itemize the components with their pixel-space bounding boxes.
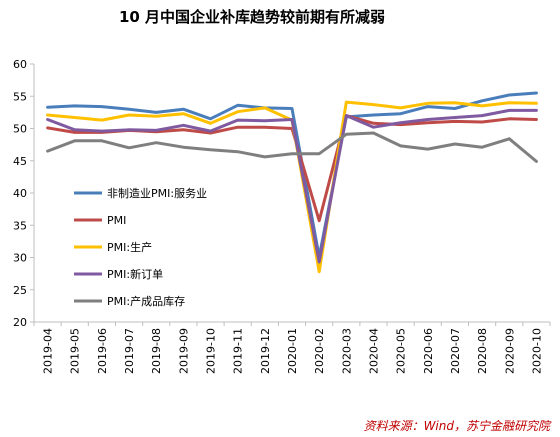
legend-label-2: PMI:生产 [107, 240, 152, 254]
x-tick-label: 2019-04 [42, 328, 55, 374]
x-tick-label: 2020-02 [313, 328, 326, 374]
series-line-3 [46, 108, 538, 264]
legend: 非制造业PMI:服务业 PMI PMI:生产 PMI:新订单 PMI:产成品库存 [74, 186, 207, 308]
series-line-4 [46, 131, 538, 163]
x-tick-label: 2020-09 [503, 328, 516, 374]
x-tick-label: 2020-01 [286, 328, 299, 374]
y-tick-label: 60 [13, 58, 27, 71]
y-tick-label: 20 [13, 316, 27, 329]
source-note: 资料来源：Wind，苏宁金融研究院 [364, 419, 552, 433]
x-tick-label: 2020-05 [395, 328, 408, 374]
y-tick-label: 35 [13, 219, 27, 232]
x-tick-label: 2019-12 [259, 328, 272, 374]
chart-title: 10 月中国企业补库趋势较前期有所减弱 [119, 8, 385, 26]
x-tick-label: 2020-07 [449, 328, 462, 374]
x-tick-label: 2019-05 [69, 328, 82, 374]
x-tick-label: 2019-09 [177, 328, 190, 374]
legend-label-0: 非制造业PMI:服务业 [107, 186, 207, 200]
y-tick-label: 45 [13, 155, 27, 168]
axes: 20 25 30 35 40 45 50 55 60 2019-04 2019-05 2019-06 2… [13, 58, 551, 374]
y-tick-label: 50 [13, 123, 27, 136]
x-tick-label: 2020-06 [422, 328, 435, 374]
x-tick-label: 2019-11 [232, 328, 245, 374]
legend-label-1: PMI [107, 214, 126, 227]
y-tick-label: 25 [13, 284, 27, 297]
x-tick-label: 2020-03 [340, 328, 353, 374]
y-tick-label: 55 [13, 90, 27, 103]
x-tick-label: 2019-07 [123, 328, 136, 374]
x-tick-label: 2019-06 [96, 328, 109, 374]
y-tick-label: 30 [13, 252, 27, 265]
legend-label-4: PMI:产成品库存 [107, 294, 185, 308]
x-tick-label: 2019-08 [150, 328, 163, 374]
x-tick-label: 2019-10 [205, 328, 218, 374]
legend-label-3: PMI:新订单 [107, 267, 163, 281]
series-line-0 [46, 91, 538, 259]
x-tick-label: 2020-04 [367, 328, 380, 374]
y-tick-label: 40 [13, 187, 27, 200]
x-tick-label: 2020-08 [476, 328, 489, 374]
x-tick-label: 2020-10 [530, 328, 543, 374]
series-layer [46, 91, 538, 274]
